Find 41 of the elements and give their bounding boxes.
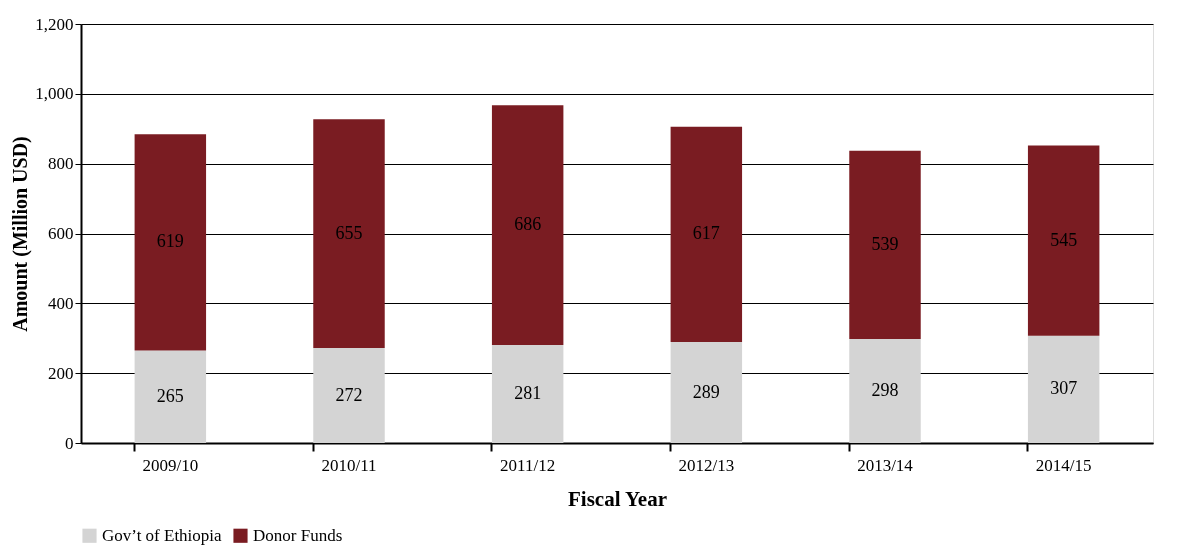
bar [1027, 335, 1100, 443]
data-label: 265 [156, 385, 184, 406]
x-tick-label: 2013/14 [857, 455, 914, 475]
y-tick-label: 400 [48, 293, 74, 313]
data-label: 281 [514, 382, 542, 403]
y-tick-label: 600 [48, 224, 74, 243]
data-label: 619 [156, 231, 184, 252]
bar [491, 105, 564, 345]
y-tick-label: 200 [48, 363, 74, 383]
data-label: 289 [692, 381, 720, 402]
bar [1027, 145, 1100, 336]
x-axis-title: Fiscal Year [568, 486, 667, 511]
data-label: 655 [335, 222, 363, 243]
bar [134, 350, 207, 443]
legend-label: Gov’t of Ethiopia [102, 525, 223, 545]
data-label: 539 [871, 233, 899, 254]
bar [313, 119, 385, 349]
data-label: 272 [335, 384, 363, 405]
bar [670, 126, 743, 343]
data-label: 617 [692, 223, 720, 244]
bar [491, 344, 564, 443]
x-tick-label: 2014/15 [1035, 455, 1092, 475]
y-tick-label: 800 [48, 154, 74, 174]
y-axis-title: Amount (Million USD) [9, 136, 33, 332]
x-tick-label: 2011/12 [500, 455, 556, 475]
x-tick-label: 2012/13 [678, 455, 735, 475]
legend-label: Donor Funds [253, 525, 343, 545]
bar [134, 134, 207, 351]
bar [670, 342, 743, 443]
bar [849, 150, 921, 339]
data-label: 307 [1050, 378, 1078, 399]
x-tick-label: 2009/10 [142, 455, 199, 475]
y-tick-label: 1,200 [35, 14, 74, 34]
x-tick-label: 2010/11 [321, 455, 377, 475]
y-tick-label: 1,000 [35, 84, 74, 104]
data-label: 545 [1050, 229, 1078, 250]
bar [849, 338, 921, 443]
data-label: 686 [514, 214, 542, 235]
bar [313, 348, 385, 443]
y-tick-label: 0 [65, 433, 74, 453]
data-label: 298 [871, 379, 899, 400]
